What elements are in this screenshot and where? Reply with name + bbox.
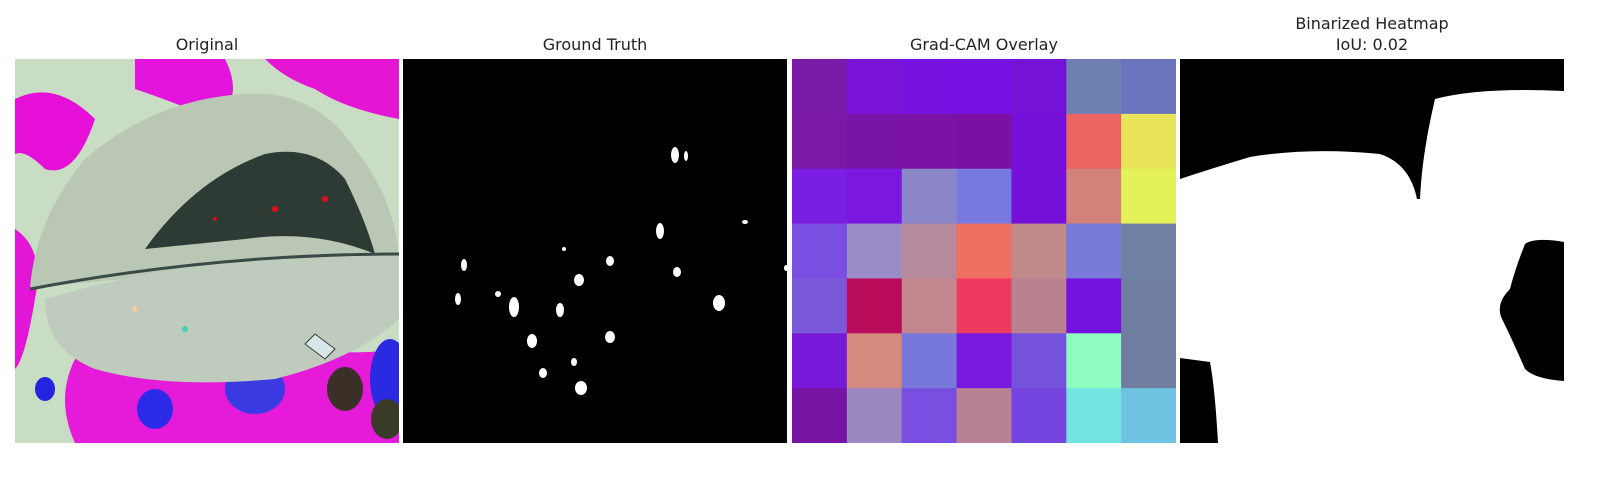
gradcam-cell <box>901 168 958 225</box>
gradcam-cell <box>901 223 958 279</box>
binarized-title: Binarized Heatmap <box>1295 14 1449 33</box>
gradcam-cell <box>846 59 903 115</box>
gradcam-cell <box>956 113 1012 170</box>
gradcam-cell <box>1066 333 1122 389</box>
gradcam-cell <box>1121 59 1176 115</box>
gradcam-grid <box>792 59 1176 443</box>
gradcam-cell <box>792 388 848 443</box>
gradcam-cell <box>792 223 848 279</box>
gradcam-cell <box>1066 223 1122 279</box>
gradcam-cell <box>1066 388 1122 443</box>
gradcam-cell <box>901 278 958 334</box>
gradcam-cell <box>1011 278 1067 334</box>
gradcam-cell <box>1121 278 1176 334</box>
gradcam-cell <box>792 168 848 225</box>
gradcam-cell <box>1011 168 1067 225</box>
panel-title-gradcam: Grad-CAM Overlay <box>910 35 1058 54</box>
gradcam-cell <box>1011 388 1067 443</box>
gradcam-cell <box>901 59 958 115</box>
gradcam-cell <box>846 113 903 170</box>
gradcam-cell <box>1011 333 1067 389</box>
gradcam-cell <box>901 388 958 443</box>
gradcam-cell <box>792 113 848 170</box>
gradcam-cell <box>1121 333 1176 389</box>
iou-label: IoU: 0.02 <box>1335 35 1409 54</box>
gradcam-cell <box>1011 223 1067 279</box>
gradcam-overlay <box>792 59 1176 443</box>
panel-original: Original <box>15 0 399 443</box>
gradcam-cell <box>901 333 958 389</box>
gradcam-cell <box>956 333 1012 389</box>
gradcam-cell <box>1066 168 1122 225</box>
binarized-heatmap <box>1180 59 1564 443</box>
gradcam-cell <box>1121 388 1176 443</box>
gradcam-cell <box>846 333 903 389</box>
panel-title-ground-truth: Ground Truth <box>542 35 648 54</box>
gradcam-cell <box>901 113 958 170</box>
original-image <box>15 59 399 443</box>
gradcam-cell <box>1121 168 1176 225</box>
gradcam-cell <box>956 168 1012 225</box>
gradcam-cell <box>846 278 903 334</box>
gradcam-cell <box>1011 113 1067 170</box>
panel-ground-truth: Ground Truth <box>403 0 787 443</box>
gradcam-cell <box>1011 59 1067 115</box>
gradcam-cell <box>846 388 903 443</box>
gradcam-cell <box>1066 113 1122 170</box>
gradcam-cell <box>1121 223 1176 279</box>
gradcam-cell <box>956 278 1012 334</box>
gradcam-cell <box>956 223 1012 279</box>
gradcam-cell <box>1066 59 1122 115</box>
panel-title-binarized: Binarized Heatmap IoU: 0.02 <box>1180 13 1564 55</box>
gradcam-cell <box>1121 113 1176 170</box>
gradcam-cell <box>956 388 1012 443</box>
gradcam-cell <box>956 59 1012 115</box>
gradcam-cell <box>792 278 848 334</box>
panel-binarized: Binarized Heatmap IoU: 0.02 <box>1180 0 1564 443</box>
gradcam-cell <box>1066 278 1122 334</box>
ground-truth-mask <box>403 59 787 443</box>
panel-gradcam: Grad-CAM Overlay <box>792 0 1176 443</box>
gradcam-cell <box>846 223 903 279</box>
panel-title-original: Original <box>175 35 239 54</box>
gradcam-cell <box>846 168 903 225</box>
gradcam-cell <box>792 59 848 115</box>
gradcam-cell <box>792 333 848 389</box>
